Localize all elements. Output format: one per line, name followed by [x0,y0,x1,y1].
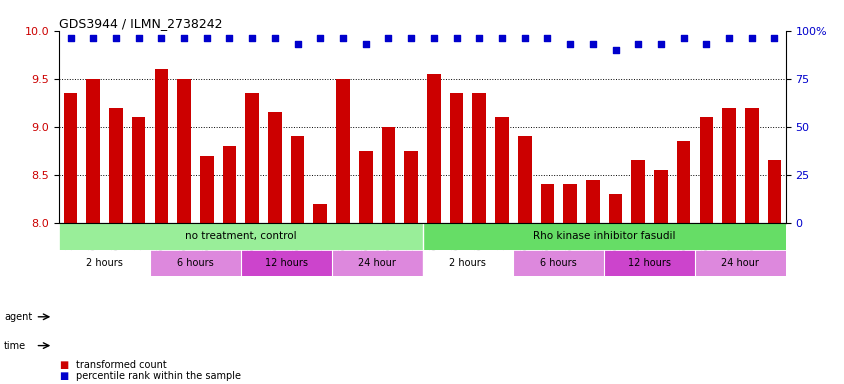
Text: 12 hours: 12 hours [264,258,307,268]
Point [767,35,781,41]
Bar [154,69,168,223]
Bar [517,136,531,223]
FancyBboxPatch shape [603,250,695,276]
Text: agent: agent [4,312,32,322]
Text: Rho kinase inhibitor fasudil: Rho kinase inhibitor fasudil [533,231,674,241]
FancyBboxPatch shape [59,250,150,276]
Bar [86,79,100,223]
FancyBboxPatch shape [695,250,785,276]
Bar [381,127,395,223]
Bar [290,136,304,223]
Bar [223,146,236,223]
Point [608,47,621,53]
Bar [63,93,78,223]
Point [540,35,554,41]
Text: time: time [4,341,26,351]
Bar [676,141,690,223]
Point [268,35,281,41]
Bar [586,180,599,223]
Bar [472,93,485,223]
Point [586,41,599,47]
Point [132,35,145,41]
Point [359,41,372,47]
Text: 2 hours: 2 hours [86,258,123,268]
Bar [767,161,781,223]
Bar [608,194,622,223]
Bar [449,93,463,223]
Text: 6 hours: 6 hours [177,258,214,268]
Point [744,35,758,41]
Bar [563,184,576,223]
FancyBboxPatch shape [150,250,241,276]
Point [336,35,349,41]
Point [154,35,168,41]
Bar [245,93,259,223]
Bar [336,79,349,223]
FancyBboxPatch shape [241,250,332,276]
Point [404,35,418,41]
Point [653,41,667,47]
Bar [630,161,644,223]
Text: 6 hours: 6 hours [540,258,576,268]
Text: 24 hour: 24 hour [358,258,396,268]
Text: transformed count: transformed count [76,360,166,370]
Bar [699,117,712,223]
FancyBboxPatch shape [59,223,422,250]
Point [426,35,440,41]
Point [109,35,122,41]
Bar [495,117,508,223]
FancyBboxPatch shape [513,250,603,276]
Text: 12 hours: 12 hours [627,258,670,268]
Point [563,41,576,47]
Point [699,41,712,47]
Point [313,35,327,41]
Bar [426,74,441,223]
Point [245,35,258,41]
Point [676,35,690,41]
Point [722,35,735,41]
FancyBboxPatch shape [422,223,785,250]
Bar [359,151,372,223]
Point [177,35,191,41]
Text: no treatment, control: no treatment, control [185,231,296,241]
Bar [200,156,214,223]
Bar [540,184,554,223]
Bar [404,151,418,223]
Point [200,35,214,41]
Bar [109,108,122,223]
Text: 2 hours: 2 hours [449,258,486,268]
FancyBboxPatch shape [422,250,513,276]
Bar [132,117,145,223]
Point [290,41,304,47]
Bar [313,204,327,223]
Point [449,35,463,41]
Text: ■: ■ [59,360,68,370]
FancyBboxPatch shape [332,250,422,276]
Point [495,35,508,41]
Point [630,41,644,47]
Point [517,35,531,41]
Point [63,35,77,41]
Bar [744,108,758,223]
Text: 24 hour: 24 hour [721,258,759,268]
Text: ■: ■ [59,371,68,381]
Bar [268,112,281,223]
Point [86,35,100,41]
Bar [177,79,191,223]
Point [223,35,236,41]
Point [472,35,485,41]
Point [381,35,395,41]
Bar [722,108,735,223]
Text: GDS3944 / ILMN_2738242: GDS3944 / ILMN_2738242 [59,17,222,30]
Text: percentile rank within the sample: percentile rank within the sample [76,371,241,381]
Bar [653,170,667,223]
